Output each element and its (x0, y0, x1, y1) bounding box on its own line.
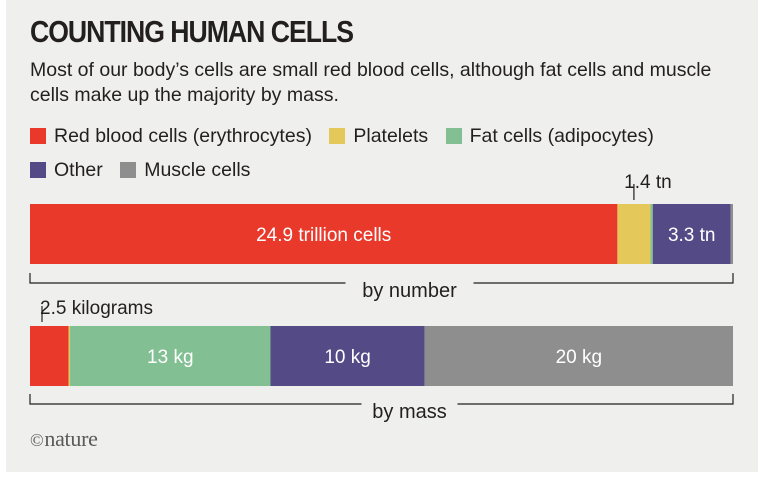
bar-by-mass-other-label: 10 kg (324, 347, 370, 368)
legend-item-muscle-cells: Muscle cells (120, 154, 250, 186)
bar-by-number-platelets-label: 1.4 tn (624, 172, 672, 193)
chart-title: COUNTING HUMAN CELLS (30, 14, 354, 49)
bracket-by-mass-left (29, 394, 362, 405)
bar-by-mass-other (270, 326, 425, 386)
chart-subtitle: Most of our body’s cells are small red b… (30, 59, 712, 106)
bar-by-number-other (652, 204, 731, 264)
bar-by-mass-red-blood-cells (30, 326, 69, 386)
legend-swatch-red-blood-cells (30, 128, 46, 144)
bar-by-number-other-label: 3.3 tn (668, 225, 716, 246)
bar-by-mass-fat-cells-label: 13 kg (147, 347, 193, 368)
bar-by-mass-platelets (68, 326, 71, 386)
legend-label-red-blood-cells: Red blood cells (erythrocytes) (54, 125, 312, 147)
legend-label-fat-cells: Fat cells (adipocytes) (469, 125, 654, 147)
legend: Red blood cells (erythrocytes) Platelets… (30, 120, 750, 188)
nature-logo: ©nature (30, 426, 98, 451)
bracket-by-mass-right (457, 394, 734, 405)
legend-item-platelets: Platelets (329, 120, 428, 152)
bar-by-mass-muscle-cells-label: 20 kg (556, 347, 602, 368)
legend-swatch-platelets (329, 128, 346, 144)
bar-by-number-platelets (617, 204, 651, 264)
legend-label-platelets: Platelets (353, 125, 429, 147)
legend-item-fat-cells: Fat cells (adipocytes) (445, 120, 654, 152)
bracket-by-number-right (473, 273, 734, 284)
legend-item-red-blood-cells: Red blood cells (erythrocytes) (30, 120, 312, 152)
legend-swatch-other (30, 162, 46, 178)
bar-by-number-fat-cells (650, 204, 653, 264)
legend-item-other: Other (30, 154, 103, 186)
bar-by-number-red-blood-cells (30, 204, 618, 264)
bracket-by-number-label: by number (362, 280, 457, 302)
legend-label-muscle-cells: Muscle cells (144, 159, 251, 181)
bracket-by-mass-label: by mass (372, 401, 446, 423)
bracket-by-number-left (29, 273, 346, 284)
legend-label-other: Other (54, 159, 103, 181)
bar-by-number-red-blood-cells-label: 24.9 trillion cells (256, 225, 391, 246)
legend-swatch-fat-cells (445, 128, 462, 144)
bar-by-number-muscle-cells (730, 204, 733, 264)
legend-swatch-muscle-cells (120, 162, 137, 178)
bar-by-mass-fat-cells (70, 326, 271, 386)
bar-by-mass-red-blood-cells-label: 2.5 kilograms (40, 298, 153, 319)
bar-by-mass-muscle-cells (424, 326, 733, 386)
